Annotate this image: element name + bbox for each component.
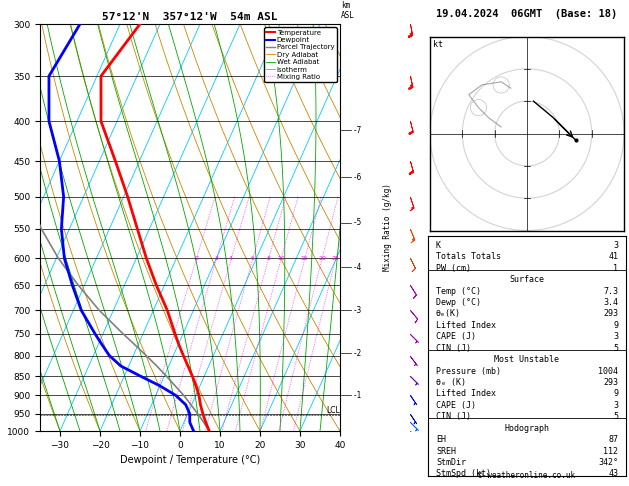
Text: 5: 5 bbox=[613, 412, 618, 421]
Text: 15: 15 bbox=[301, 257, 309, 261]
Text: 9: 9 bbox=[613, 321, 618, 330]
Title: 57°12'N  357°12'W  54m ASL: 57°12'N 357°12'W 54m ASL bbox=[103, 12, 278, 22]
Text: kt: kt bbox=[433, 40, 443, 49]
Text: 3: 3 bbox=[214, 257, 218, 261]
Text: θₑ (K): θₑ (K) bbox=[436, 378, 466, 387]
Legend: Temperature, Dewpoint, Parcel Trajectory, Dry Adiabat, Wet Adiabat, Isotherm, Mi: Temperature, Dewpoint, Parcel Trajectory… bbox=[264, 28, 337, 82]
Text: Pressure (mb): Pressure (mb) bbox=[436, 366, 501, 376]
Text: -2: -2 bbox=[353, 349, 362, 358]
Text: km
ASL: km ASL bbox=[342, 0, 355, 20]
Text: LCL: LCL bbox=[326, 406, 340, 416]
Text: Hodograph: Hodograph bbox=[504, 424, 550, 433]
Text: 19.04.2024  06GMT  (Base: 18): 19.04.2024 06GMT (Base: 18) bbox=[437, 9, 618, 19]
Text: 293: 293 bbox=[603, 310, 618, 318]
Text: 3: 3 bbox=[613, 332, 618, 341]
Text: CIN (J): CIN (J) bbox=[436, 344, 471, 353]
Text: EH: EH bbox=[436, 435, 446, 444]
Text: 5: 5 bbox=[613, 344, 618, 353]
Text: 3.4: 3.4 bbox=[603, 298, 618, 307]
Text: 1004: 1004 bbox=[598, 366, 618, 376]
Text: Lifted Index: Lifted Index bbox=[436, 389, 496, 399]
Text: 2: 2 bbox=[194, 257, 198, 261]
Text: 1: 1 bbox=[613, 264, 618, 273]
Text: © weatheronline.co.uk: © weatheronline.co.uk bbox=[479, 471, 576, 480]
Text: StmDir: StmDir bbox=[436, 458, 466, 467]
Text: K: K bbox=[436, 241, 441, 250]
Text: 6: 6 bbox=[251, 257, 255, 261]
Text: 10: 10 bbox=[277, 257, 285, 261]
Text: -3: -3 bbox=[353, 306, 362, 315]
Text: 342°: 342° bbox=[598, 458, 618, 467]
Text: 3: 3 bbox=[613, 401, 618, 410]
X-axis label: Dewpoint / Temperature (°C): Dewpoint / Temperature (°C) bbox=[120, 455, 260, 465]
Text: CIN (J): CIN (J) bbox=[436, 412, 471, 421]
Text: Most Unstable: Most Unstable bbox=[494, 355, 560, 364]
Text: Mixing Ratio (g/kg): Mixing Ratio (g/kg) bbox=[382, 184, 392, 272]
Text: Surface: Surface bbox=[509, 275, 545, 284]
Text: -6: -6 bbox=[353, 173, 362, 182]
Text: -7: -7 bbox=[353, 126, 362, 135]
Text: CAPE (J): CAPE (J) bbox=[436, 401, 476, 410]
Text: 8: 8 bbox=[267, 257, 270, 261]
Text: 112: 112 bbox=[603, 447, 618, 455]
Text: Lifted Index: Lifted Index bbox=[436, 321, 496, 330]
Text: 41: 41 bbox=[608, 252, 618, 261]
Text: Dewp (°C): Dewp (°C) bbox=[436, 298, 481, 307]
Text: 3: 3 bbox=[613, 241, 618, 250]
Text: Totals Totals: Totals Totals bbox=[436, 252, 501, 261]
Text: SREH: SREH bbox=[436, 447, 456, 455]
Text: -1: -1 bbox=[353, 391, 362, 399]
Y-axis label: hPa: hPa bbox=[0, 219, 2, 236]
Text: -4: -4 bbox=[353, 263, 362, 272]
Text: CAPE (J): CAPE (J) bbox=[436, 332, 476, 341]
Text: 9: 9 bbox=[613, 389, 618, 399]
Text: 43: 43 bbox=[608, 469, 618, 478]
Text: 87: 87 bbox=[608, 435, 618, 444]
Text: 7.3: 7.3 bbox=[603, 287, 618, 295]
Text: θₑ(K): θₑ(K) bbox=[436, 310, 461, 318]
Text: Temp (°C): Temp (°C) bbox=[436, 287, 481, 295]
Text: StmSpd (kt): StmSpd (kt) bbox=[436, 469, 491, 478]
Text: 25: 25 bbox=[331, 257, 340, 261]
Text: 20: 20 bbox=[318, 257, 326, 261]
Text: PW (cm): PW (cm) bbox=[436, 264, 471, 273]
Text: 4: 4 bbox=[229, 257, 233, 261]
Text: -5: -5 bbox=[353, 218, 362, 227]
Text: 293: 293 bbox=[603, 378, 618, 387]
